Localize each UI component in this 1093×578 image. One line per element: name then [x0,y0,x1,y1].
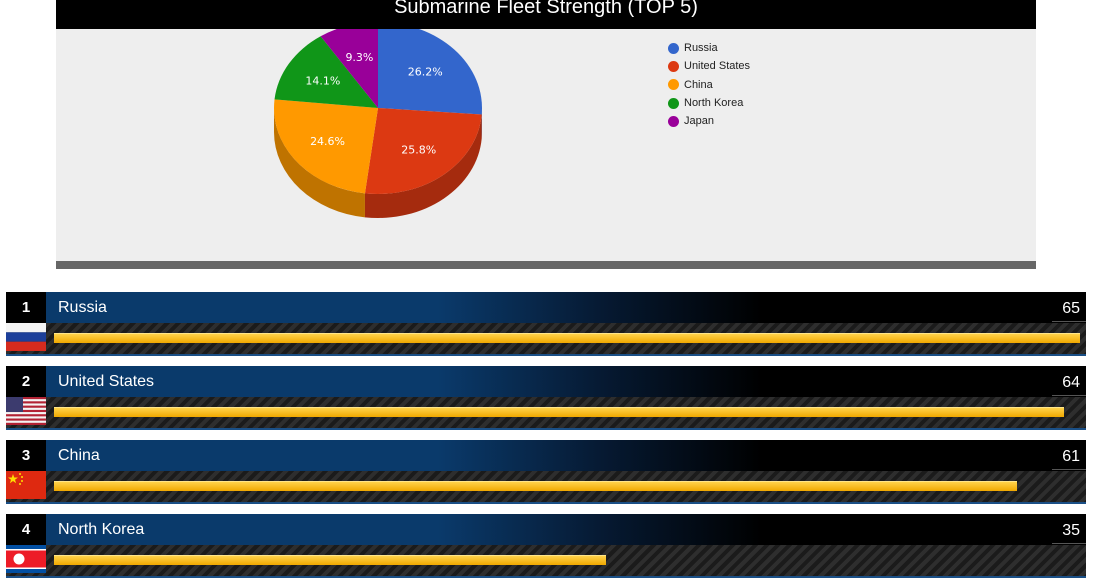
country-name: United States [58,366,154,397]
ranking-row[interactable]: 1 Russia 65 [6,292,1086,356]
legend-item[interactable]: North Korea [668,94,750,112]
score-bar-fill [54,333,1080,343]
legend-color-icon [668,98,679,109]
ranking-bar-area [6,397,1086,428]
ranking-bar-area [6,323,1086,354]
score-bar-track [54,407,1080,416]
chart-title: Submarine Fleet Strength (TOP 5) [394,0,698,18]
country-name: North Korea [58,514,144,545]
chart-panel: Submarine Fleet Strength (TOP 5) 26.2% 25… [56,0,1036,269]
score-bar-track [54,555,1080,564]
north-korea-flag-icon [6,545,46,573]
russia-flag-icon [6,323,46,351]
legend-item[interactable]: Japan [668,112,750,130]
score-bar-fill [54,481,1017,491]
pie-data-label: 9.3% [345,51,373,64]
legend-color-icon [668,43,679,54]
legend-label: Russia [684,42,718,54]
score-bar-fill [54,407,1064,417]
ranking-row[interactable]: 4 North Korea 35 [6,514,1086,578]
legend-color-icon [668,116,679,127]
legend-label: Japan [684,115,714,127]
ranking-bar-area [6,471,1086,502]
ranking-row-header: 2 United States 64 [6,366,1086,397]
legend-color-icon [668,79,679,90]
score-bar-track [54,481,1080,490]
legend-item[interactable]: United States [668,57,750,75]
score-bar-track [54,333,1080,342]
legend-item[interactable]: Russia [668,39,750,57]
legend-color-icon [668,61,679,72]
country-name: China [58,440,100,471]
rank-number: 4 [6,514,46,545]
ranking-row-header: 3 China 61 [6,440,1086,471]
ranking-bar-area [6,545,1086,576]
ranking-row[interactable]: 3 China 61 [6,440,1086,504]
rank-number: 1 [6,292,46,323]
country-name: Russia [58,292,107,323]
chart-legend: Russia United States China North Korea Japan [668,39,750,130]
legend-label: North Korea [684,97,743,109]
pie-data-label: 26.2% [408,66,443,79]
usa-flag-icon [6,397,46,425]
pie-chart: 26.2% 25.8% 24.6% 14.1% 9.3% [56,29,1036,261]
china-flag-icon [6,471,46,499]
pie-data-label: 24.6% [310,135,345,148]
rank-value: 61 [1052,445,1086,470]
rank-value: 65 [1052,297,1086,322]
rank-value: 64 [1052,371,1086,396]
rank-number: 3 [6,440,46,471]
legend-label: United States [684,60,750,72]
legend-item[interactable]: China [668,76,750,94]
pie-data-label: 25.8% [401,143,436,156]
ranking-row[interactable]: 2 United States 64 [6,366,1086,430]
ranking-row-header: 1 Russia 65 [6,292,1086,323]
rank-number: 2 [6,366,46,397]
pie-data-label: 14.1% [305,74,340,87]
score-bar-fill [54,555,606,565]
chart-title-bar: Submarine Fleet Strength (TOP 5) [56,0,1036,29]
legend-label: China [684,79,713,91]
rank-value: 35 [1052,519,1086,544]
ranking-row-header: 4 North Korea 35 [6,514,1086,545]
